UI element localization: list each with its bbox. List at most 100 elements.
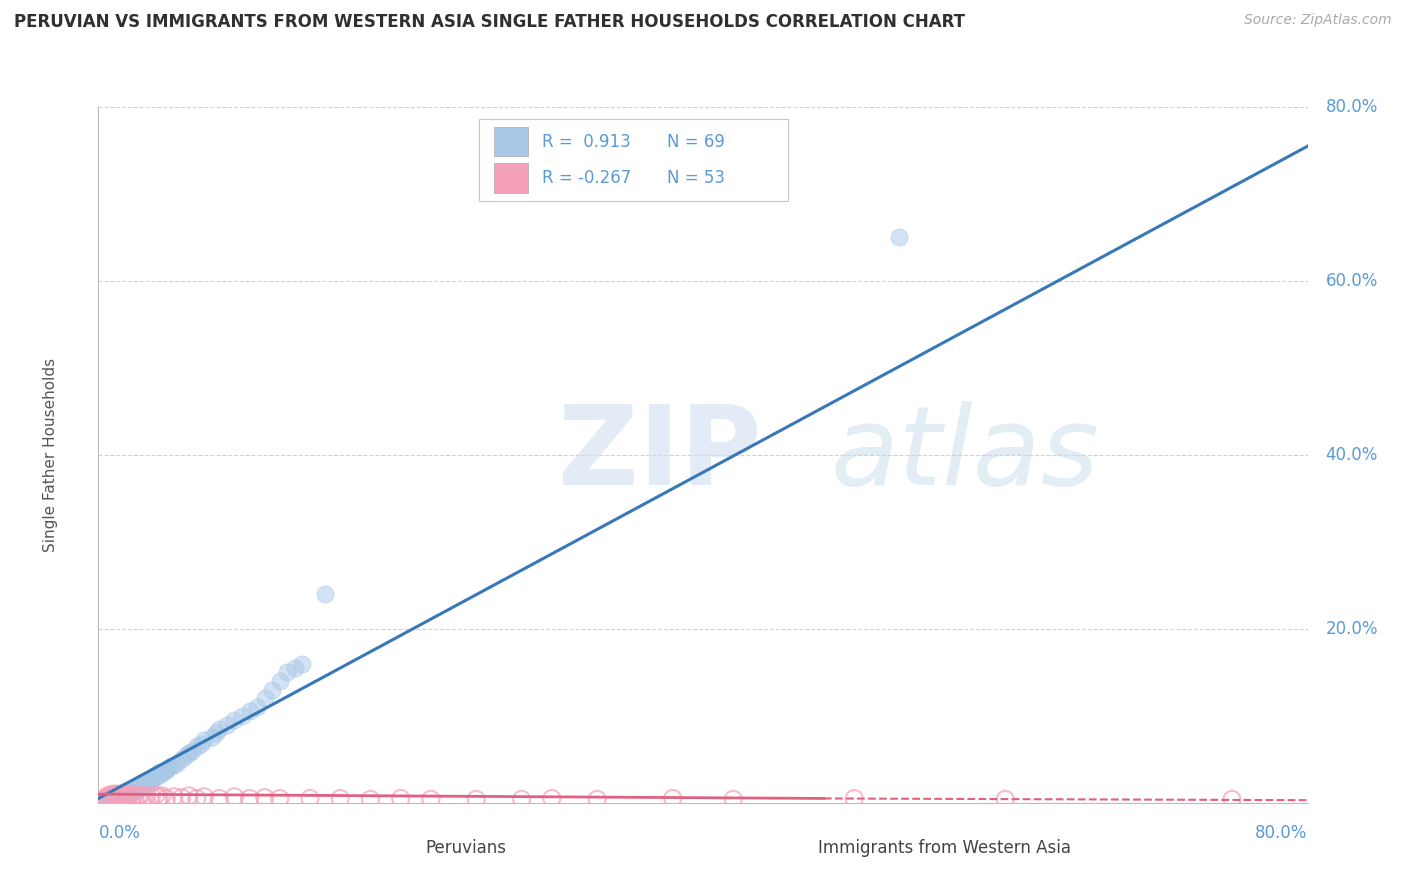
Point: [419, 792, 441, 806]
Point: [104, 789, 127, 804]
Point: [510, 792, 533, 806]
Point: [208, 722, 231, 736]
Point: [103, 789, 125, 803]
Point: [269, 674, 291, 689]
Point: [186, 739, 208, 754]
Point: [193, 789, 215, 804]
Point: [132, 790, 155, 805]
Point: [360, 792, 382, 806]
Point: [141, 773, 163, 788]
Point: [94, 790, 117, 805]
Point: [124, 789, 146, 803]
Point: [299, 791, 322, 805]
Point: [389, 791, 412, 805]
Text: R = -0.267: R = -0.267: [543, 169, 631, 187]
Text: 80.0%: 80.0%: [1256, 823, 1308, 842]
Point: [291, 657, 314, 671]
Bar: [494, 163, 527, 193]
Point: [190, 737, 212, 751]
Text: 0.0%: 0.0%: [98, 823, 141, 842]
Point: [141, 789, 163, 804]
Point: [170, 790, 193, 805]
Point: [269, 791, 291, 805]
Point: [115, 786, 138, 800]
Point: [329, 791, 352, 805]
Point: [186, 791, 208, 805]
Point: [108, 788, 131, 802]
Point: [98, 791, 121, 805]
Point: [125, 784, 148, 798]
Point: [129, 788, 152, 802]
Point: [120, 784, 142, 798]
Point: [160, 759, 183, 773]
Point: [142, 772, 165, 786]
Text: 80.0%: 80.0%: [1326, 98, 1378, 116]
Point: [148, 790, 170, 805]
Text: N = 69: N = 69: [666, 133, 724, 151]
Point: [721, 792, 744, 806]
Point: [215, 717, 238, 731]
Point: [224, 789, 246, 804]
Point: [540, 791, 562, 805]
Point: [148, 768, 170, 782]
Point: [145, 788, 167, 802]
Point: [174, 747, 197, 762]
Point: [118, 789, 141, 803]
Point: [314, 587, 336, 601]
Point: [110, 789, 132, 803]
Bar: [494, 128, 527, 156]
FancyBboxPatch shape: [479, 119, 787, 201]
Point: [127, 789, 149, 804]
Point: [201, 730, 224, 744]
Point: [121, 790, 143, 805]
Point: [112, 790, 135, 805]
Text: Single Father Households: Single Father Households: [42, 358, 58, 552]
Point: [139, 775, 162, 789]
Point: [129, 780, 152, 794]
Point: [1220, 792, 1243, 806]
Point: [100, 790, 122, 805]
Point: [253, 790, 276, 805]
Point: [586, 792, 609, 806]
Point: [124, 781, 146, 796]
Point: [239, 791, 262, 805]
Point: [155, 791, 177, 805]
Point: [181, 744, 204, 758]
Point: [661, 791, 683, 805]
Point: [107, 788, 129, 802]
Point: [100, 788, 122, 802]
Point: [121, 782, 143, 797]
Point: [120, 787, 142, 801]
Point: [889, 230, 911, 244]
Point: [150, 766, 173, 780]
Point: [104, 789, 127, 803]
Point: [101, 789, 124, 803]
Point: [163, 757, 186, 772]
Point: [465, 792, 488, 806]
Text: Peruvians: Peruvians: [425, 839, 506, 857]
Point: [103, 791, 125, 805]
Point: [103, 787, 125, 801]
Point: [148, 765, 170, 780]
Text: ZIP: ZIP: [558, 401, 761, 508]
Point: [224, 713, 246, 727]
Point: [153, 764, 176, 778]
Point: [844, 791, 866, 805]
Point: [115, 789, 138, 804]
Point: [118, 787, 141, 801]
Point: [118, 783, 141, 797]
Point: [128, 781, 150, 796]
Point: [110, 787, 132, 801]
Point: [156, 761, 179, 775]
Point: [98, 790, 121, 805]
Text: Source: ZipAtlas.com: Source: ZipAtlas.com: [1244, 13, 1392, 28]
Point: [105, 787, 128, 801]
Bar: [382, 836, 416, 861]
Point: [253, 691, 276, 706]
Point: [166, 756, 188, 770]
Text: atlas: atlas: [830, 401, 1098, 508]
Point: [177, 746, 201, 760]
Point: [101, 789, 124, 804]
Point: [262, 682, 284, 697]
Point: [208, 791, 231, 805]
